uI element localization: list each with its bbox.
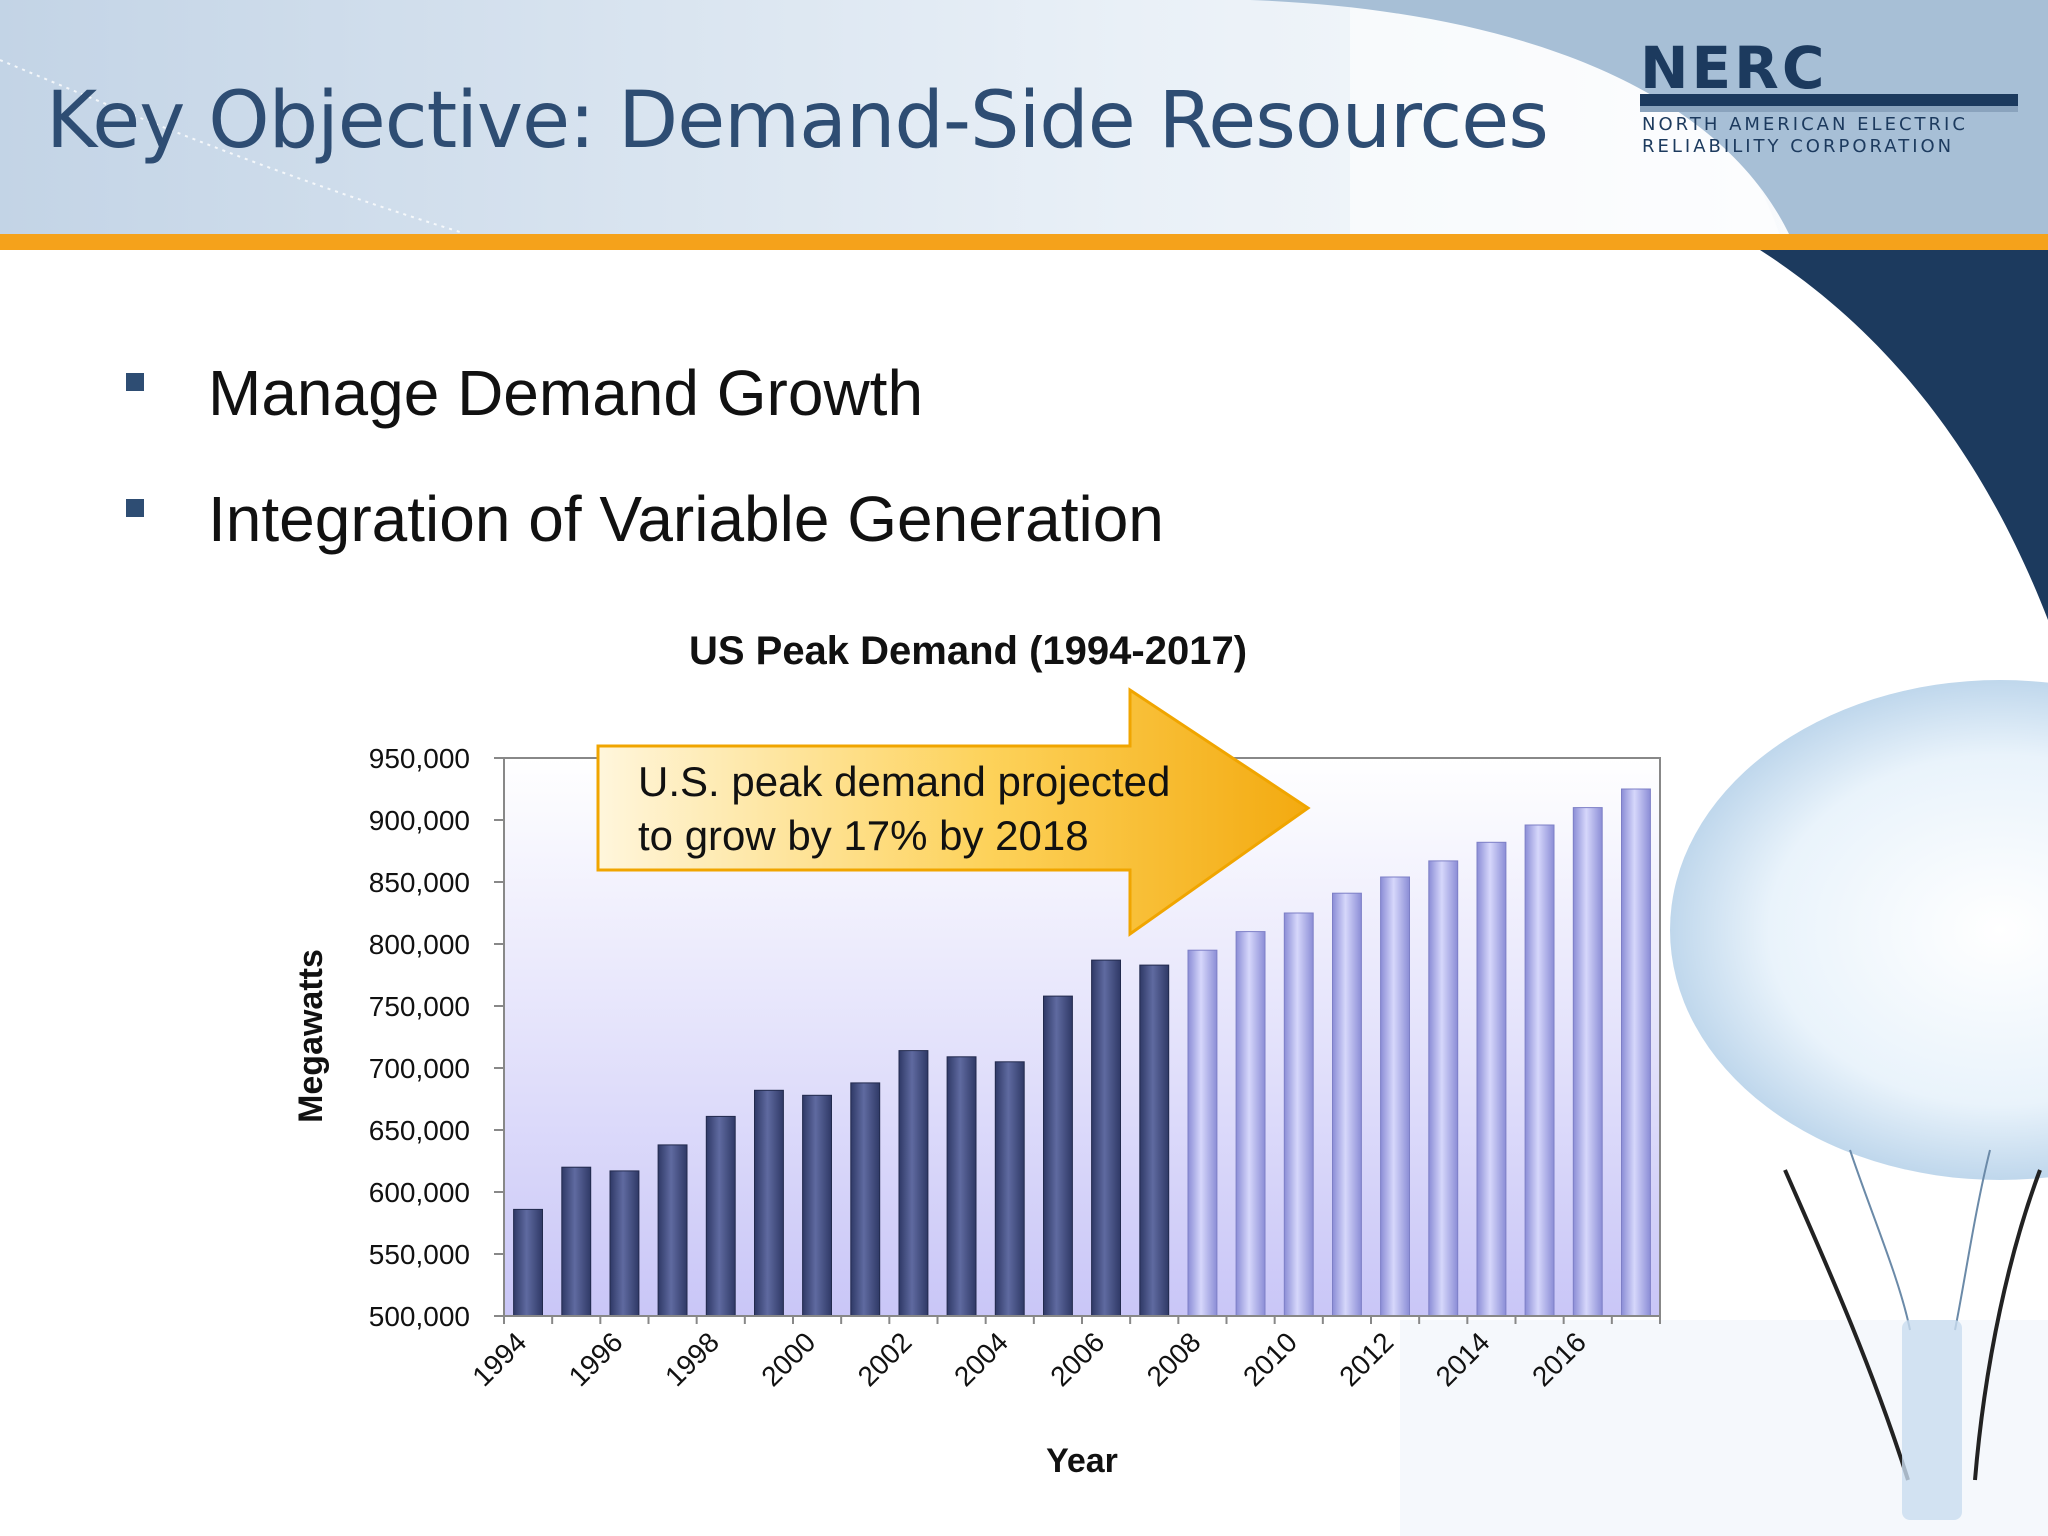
x-tick-label: 2016 [1526, 1326, 1592, 1392]
bar-2017 [1621, 788, 1651, 1317]
bar-1994 [513, 1208, 543, 1317]
bar-2006 [1091, 959, 1121, 1317]
y-tick-label: 900,000 [369, 805, 470, 836]
logo-wordmark: NERC [1640, 34, 1828, 102]
y-tick-label: 550,000 [369, 1239, 470, 1270]
header-swoosh [1350, 0, 1780, 236]
bar-2004 [994, 1061, 1025, 1317]
bar-2005 [1043, 995, 1073, 1317]
nerc-logo: NERC NORTH AMERICAN ELECTRIC RELIABILITY… [1640, 34, 2020, 160]
x-axis: 1994 1996 1998 2000 2002 2004 2006 2008 2010 2012… [466, 1315, 1661, 1392]
bar-1996 [609, 1170, 640, 1317]
bar-2013 [1428, 860, 1459, 1317]
logo-bar-light [1640, 106, 2018, 112]
bulb-wire-icon [1849, 1149, 1991, 1331]
y-tick-label: 750,000 [369, 991, 470, 1022]
y-axis-label: Megawatts [292, 949, 330, 1123]
x-tick-label: 2010 [1237, 1326, 1303, 1392]
bullet-item: Integration of Variable Generation [126, 456, 1164, 582]
callout-text-line1: U.S. peak demand projected [638, 758, 1170, 805]
x-tick-label: 1996 [563, 1326, 629, 1392]
bulb-glass-glow [1670, 680, 2048, 1180]
bar-2012 [1380, 876, 1410, 1317]
bar-2001 [850, 1082, 881, 1317]
bar-2016 [1572, 807, 1603, 1317]
y-tick-label: 600,000 [369, 1177, 470, 1208]
x-tick-label: 2000 [755, 1326, 821, 1392]
y-axis: 950,000 900,000 850,000 800,000 750,000 700,0… [369, 743, 505, 1332]
bar-series [513, 788, 1651, 1317]
orange-rule [0, 234, 2048, 250]
y-tick-label: 700,000 [369, 1053, 470, 1084]
x-tick-label: 1998 [659, 1326, 725, 1392]
x-tick-label: 2006 [1044, 1326, 1110, 1392]
bulb-stem [1902, 1320, 1962, 1520]
bar-2000 [802, 1094, 832, 1317]
bar-2014 [1476, 841, 1507, 1317]
callout-text-line2: to grow by 17% by 2018 [638, 812, 1089, 859]
bullet-item: Manage Demand Growth [126, 330, 1164, 456]
bar-2015 [1524, 824, 1555, 1317]
bullet-list: Manage Demand Growth Integration of Vari… [126, 330, 1164, 582]
x-tick-label: 2004 [948, 1326, 1014, 1392]
x-tick-label: 2014 [1430, 1326, 1496, 1392]
bar-2010 [1283, 912, 1314, 1317]
callout-arrow-icon [596, 687, 1311, 937]
callout-arrow: U.S. peak demand projected to grow by 17… [596, 687, 1311, 937]
slide-title: Key Objective: Demand-Side Resources [46, 76, 1549, 166]
bullet-text: Integration of Variable Generation [208, 483, 1164, 555]
x-tick-label: 1994 [466, 1326, 532, 1392]
y-tick-label: 500,000 [369, 1301, 470, 1332]
y-tick-label: 800,000 [369, 929, 470, 960]
y-tick-label: 650,000 [369, 1115, 470, 1146]
x-tick-label: 2008 [1141, 1326, 1207, 1392]
x-tick-label: 2012 [1333, 1326, 1399, 1392]
x-tick-label: 2002 [852, 1326, 918, 1392]
bar-2011 [1332, 892, 1362, 1317]
bar-1995 [561, 1166, 592, 1317]
logo-subtitle-line1: NORTH AMERICAN ELECTRIC [1642, 114, 1968, 135]
bar-2002 [898, 1050, 929, 1317]
header-dots [0, 59, 461, 233]
logo-bar [1640, 94, 2018, 106]
corner-navy [1760, 250, 2048, 620]
bar-1997 [657, 1144, 688, 1317]
bar-2003 [946, 1056, 977, 1317]
bar-2009 [1235, 931, 1266, 1317]
bullet-square-icon [126, 499, 144, 517]
bullet-text: Manage Demand Growth [208, 357, 924, 429]
corner-light-blue [1250, 0, 2048, 236]
chart-title: US Peak Demand (1994-2017) [689, 629, 1247, 673]
bar-1999 [754, 1089, 784, 1317]
y-tick-label: 850,000 [369, 867, 470, 898]
y-tick-label: 950,000 [369, 743, 470, 774]
bar-2007 [1139, 964, 1170, 1317]
bar-1998 [705, 1115, 736, 1317]
logo-subtitle-line2: RELIABILITY CORPORATION [1642, 136, 1955, 157]
x-axis-label: Year [1046, 1442, 1118, 1480]
bar-2008 [1187, 949, 1218, 1317]
bulb-filament-icon [1783, 1169, 2042, 1481]
bullet-square-icon [126, 373, 144, 391]
